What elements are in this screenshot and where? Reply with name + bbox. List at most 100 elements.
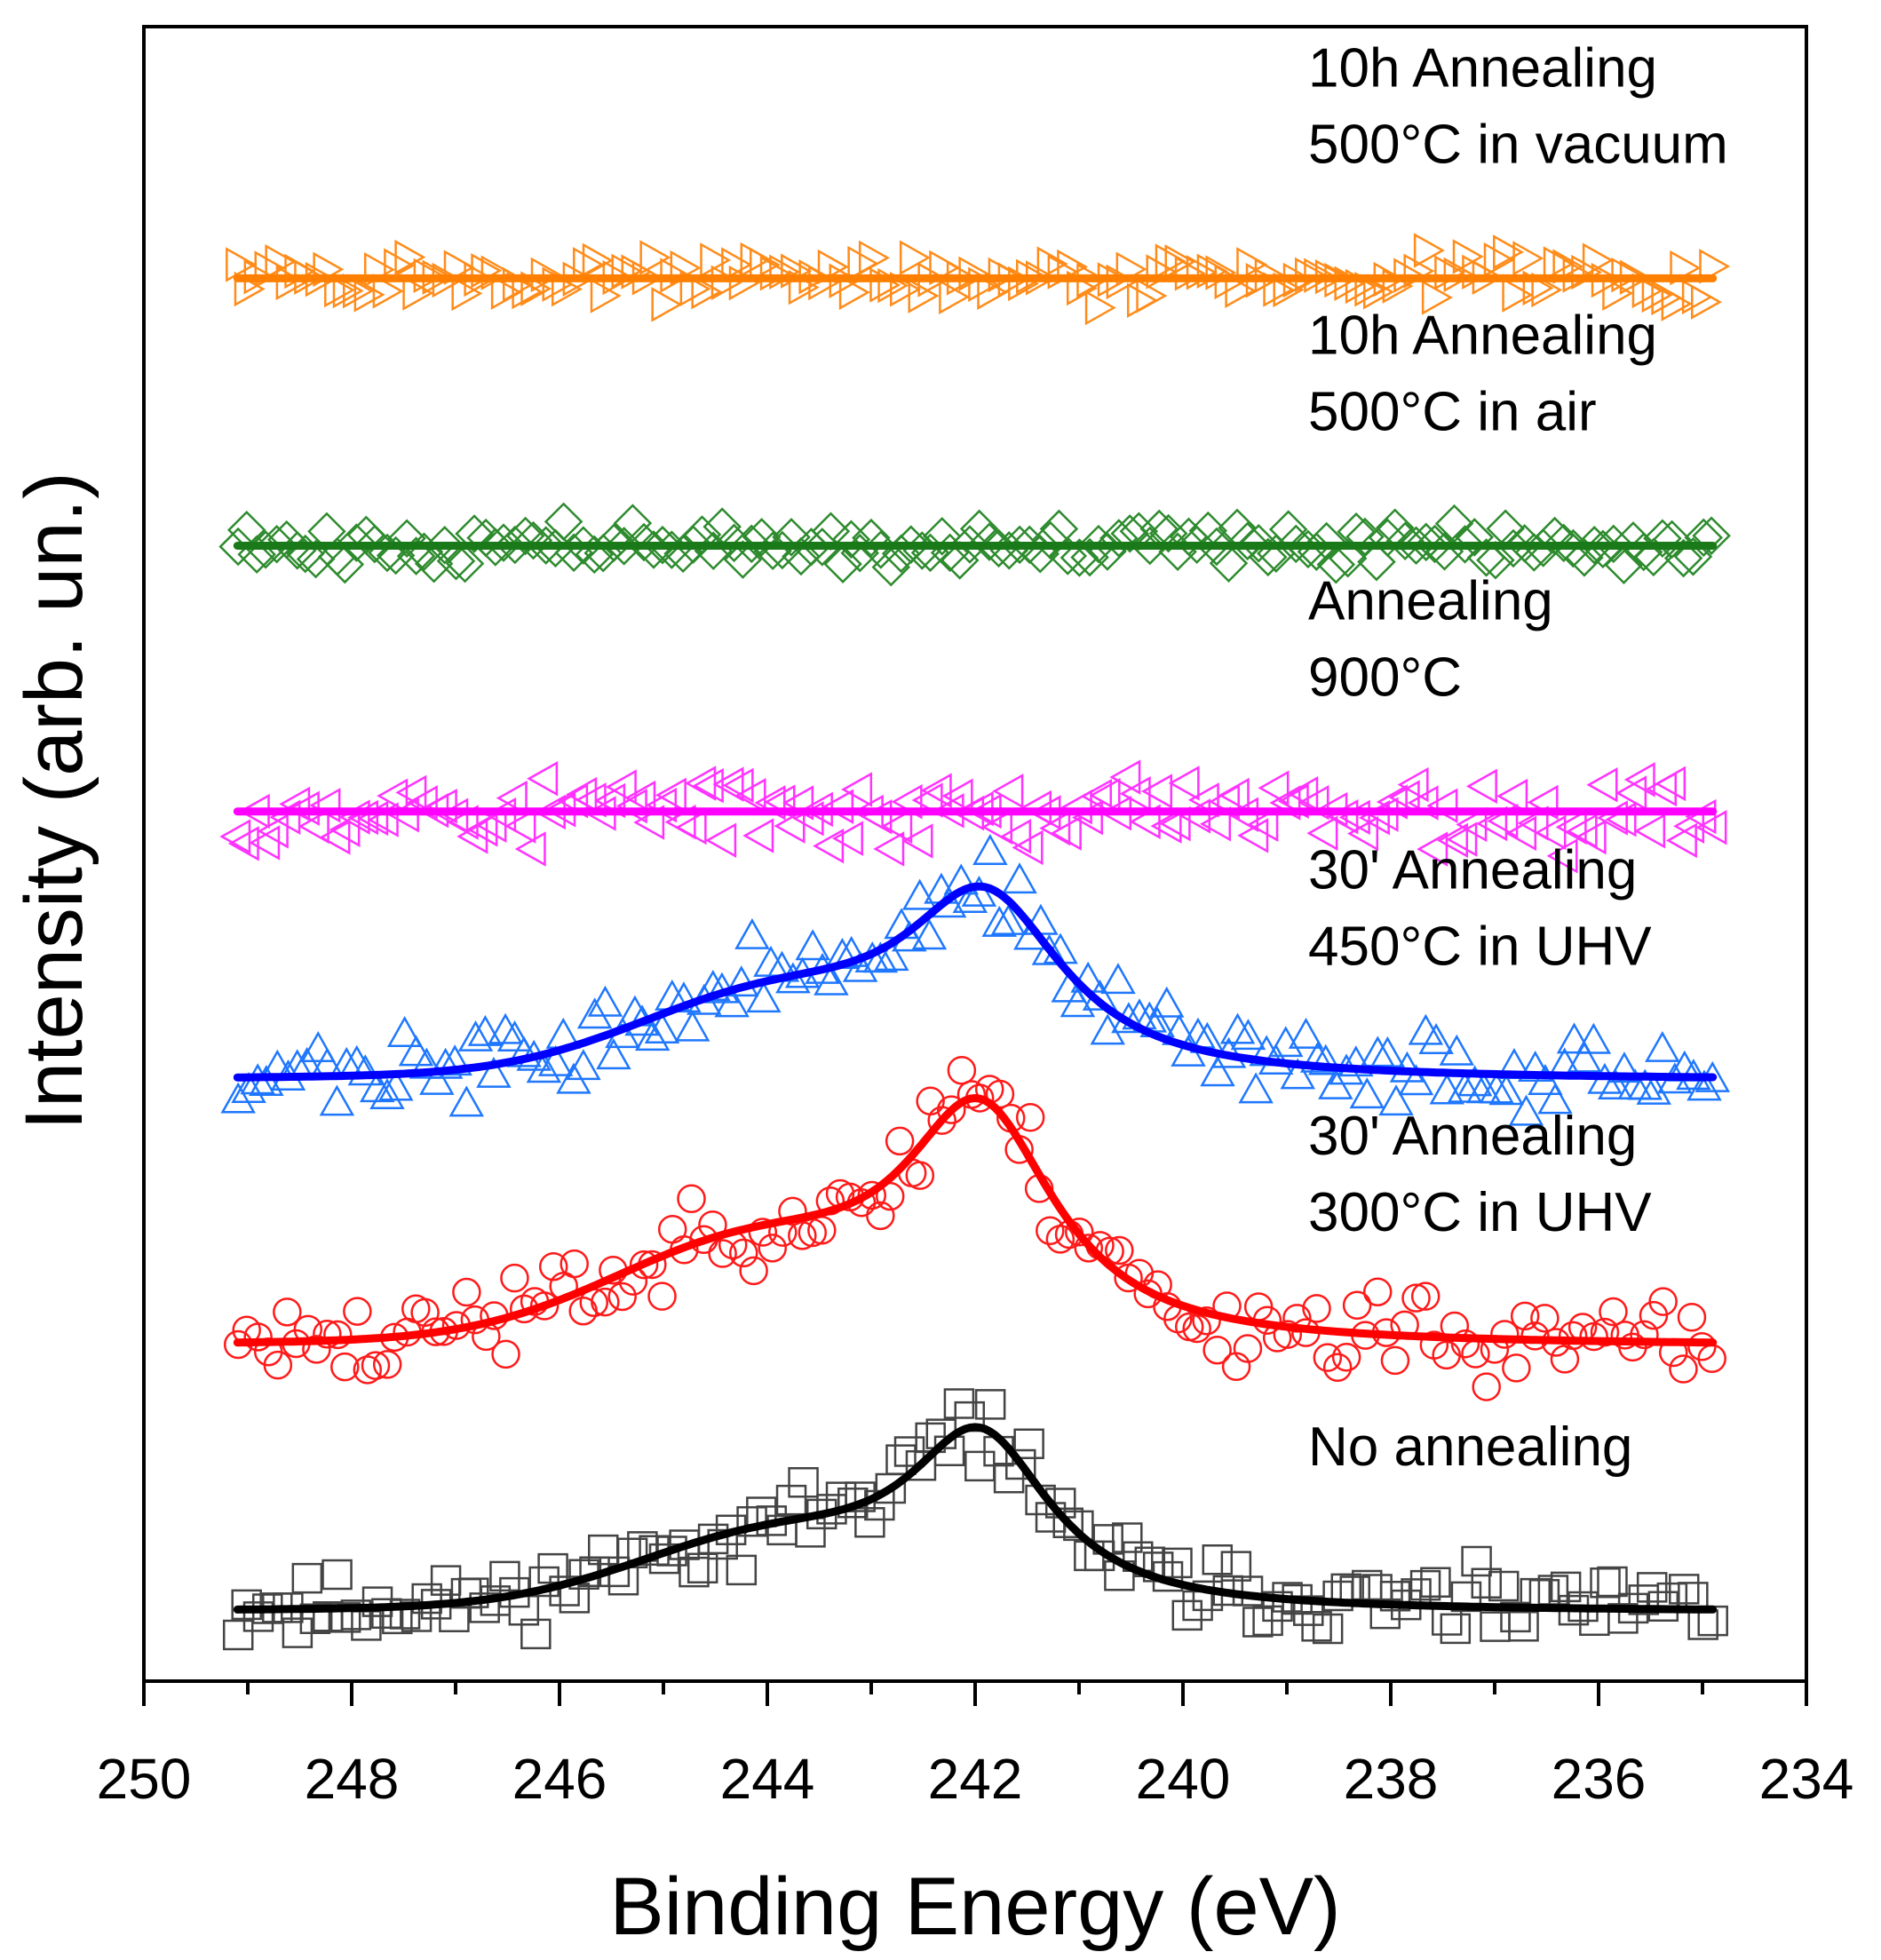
data-point: [1299, 1041, 1336, 1073]
data-point: [891, 525, 931, 564]
data-point: [1197, 527, 1236, 567]
data-point: [1150, 808, 1182, 844]
data-point: [1378, 1084, 1414, 1116]
data-point: [1440, 1613, 1472, 1645]
data-point: [1699, 249, 1731, 284]
data-point: [329, 812, 361, 848]
data-point: [419, 1063, 455, 1095]
data-point: [1328, 538, 1368, 578]
data-point: [1282, 1583, 1313, 1615]
data-point: [1544, 523, 1583, 563]
series-label-line: Annealing: [1308, 571, 1553, 632]
data-point: [692, 767, 724, 804]
data-point: [528, 1566, 560, 1598]
data-point: [329, 1602, 361, 1633]
data-point: [372, 1350, 402, 1379]
data-point: [679, 1556, 710, 1588]
series-label: No annealing: [1308, 1416, 1632, 1478]
data-point: [974, 1389, 1006, 1420]
series-label-line: 900°C: [1308, 647, 1462, 709]
data-point: [1687, 1069, 1722, 1101]
data-point: [1692, 516, 1731, 556]
data-point: [1410, 1282, 1441, 1311]
data-point: [674, 1010, 710, 1042]
data-point: [1051, 971, 1086, 1003]
fit-line: [233, 1093, 1718, 1347]
data-point: [1648, 1287, 1678, 1316]
data-point: [1398, 1064, 1434, 1096]
data-point: [538, 1251, 568, 1282]
data-point: [273, 1297, 302, 1327]
data-point: [1406, 522, 1446, 562]
data-point: [1450, 1329, 1480, 1359]
data-point: [1249, 537, 1288, 577]
data-point: [927, 1106, 956, 1135]
data-point: [1331, 1342, 1361, 1372]
data-point: [1002, 862, 1037, 894]
data-point: [1508, 1094, 1544, 1126]
data-point: [1420, 1567, 1451, 1598]
data-point: [319, 1084, 355, 1116]
data-point: [726, 1554, 758, 1586]
data-point: [372, 274, 404, 309]
data-point: [218, 527, 258, 567]
data-point: [425, 526, 464, 565]
data-point: [427, 1047, 464, 1079]
data-point: [750, 247, 781, 282]
data-point: [566, 1049, 601, 1081]
data-point: [1171, 1599, 1203, 1631]
data-point: [714, 986, 750, 1018]
data-point: [1084, 290, 1116, 326]
data-point: [491, 1339, 520, 1369]
data-point: [1316, 544, 1356, 584]
data-point: [1555, 809, 1587, 845]
data-point: [526, 1051, 562, 1083]
data-point: [1677, 1303, 1707, 1332]
data-point: [1155, 243, 1187, 279]
data-point: [915, 1422, 946, 1454]
data-point: [722, 767, 754, 804]
data-point: [591, 1287, 620, 1317]
data-point: [981, 809, 1013, 845]
data-point: [1012, 829, 1044, 866]
data-point: [1347, 815, 1379, 852]
data-point: [332, 273, 364, 309]
series-label-line: 30' Annealing: [1308, 840, 1637, 901]
data-point: [1000, 525, 1039, 565]
data-point: [343, 1297, 372, 1326]
data-point: [613, 504, 653, 543]
data-point: [1081, 778, 1113, 814]
series-label-line: No annealing: [1308, 1416, 1632, 1478]
data-point: [1476, 541, 1515, 580]
data-point: [742, 518, 782, 557]
fit-line: [233, 882, 1718, 1082]
data-point: [1177, 525, 1217, 565]
data-point: [947, 1056, 977, 1085]
data-point: [506, 1036, 542, 1067]
data-point: [1362, 1277, 1393, 1306]
series-label-line: 30' Annealing: [1308, 1106, 1637, 1167]
data-point: [940, 541, 980, 580]
data-point: [901, 823, 933, 859]
data-point: [977, 274, 1009, 310]
data-point: [1288, 1017, 1324, 1049]
data-point: [445, 544, 485, 583]
data-point: [257, 525, 297, 564]
data-point: [1276, 524, 1316, 564]
data-point: [605, 769, 637, 805]
data-point: [981, 905, 1017, 937]
data-point: [505, 516, 545, 556]
data-point: [1684, 518, 1723, 558]
data-point: [1233, 1334, 1263, 1363]
data-point: [732, 524, 772, 564]
data-point: [500, 1263, 529, 1293]
data-point: [1417, 831, 1448, 867]
data-point: [1483, 242, 1515, 278]
data-point: [1230, 1019, 1266, 1051]
data-point: [1528, 1063, 1563, 1095]
data-point: [378, 1069, 414, 1101]
data-point: [321, 1559, 353, 1591]
data-point: [1429, 1073, 1464, 1105]
data-point: [573, 247, 605, 282]
data-point: [496, 1020, 533, 1051]
